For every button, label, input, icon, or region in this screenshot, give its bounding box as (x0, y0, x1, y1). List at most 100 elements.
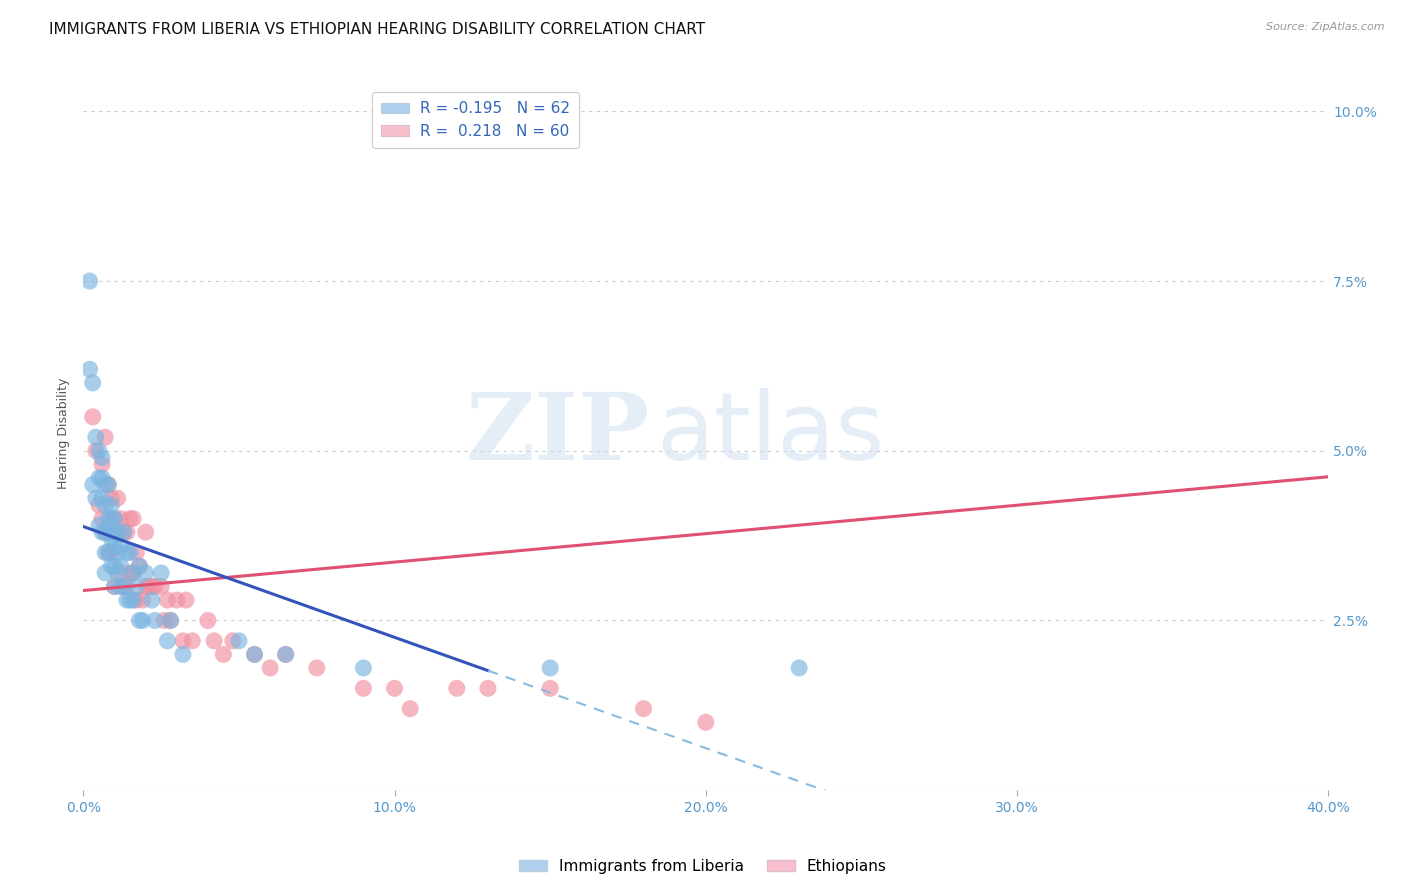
Point (103, 539, 125, 553)
Point (103, 559, 125, 574)
Point (135, 580, 157, 594)
Point (159, 614, 181, 628)
Text: Source: ZipAtlas.com: Source: ZipAtlas.com (1267, 22, 1385, 32)
Point (150, 580, 173, 594)
Point (135, 566, 157, 580)
Point (243, 648, 266, 662)
Point (112, 525, 135, 540)
Point (305, 661, 328, 675)
Point (97, 511, 120, 525)
Point (94, 525, 117, 540)
Legend: Immigrants from Liberia, Ethiopians: Immigrants from Liberia, Ethiopians (513, 853, 893, 880)
Point (166, 593, 188, 607)
Point (94, 430, 117, 444)
Point (79, 362, 101, 376)
Point (94, 525, 117, 540)
Point (172, 648, 194, 662)
Point (243, 648, 266, 662)
Point (112, 525, 135, 540)
Point (84, 443, 107, 458)
Point (94, 545, 117, 559)
Point (79, 274, 101, 288)
Point (538, 681, 561, 696)
Point (82, 409, 104, 424)
Point (172, 633, 194, 648)
Point (633, 701, 655, 715)
Point (94, 477, 117, 491)
Point (156, 593, 179, 607)
Point (107, 566, 129, 580)
Point (131, 614, 153, 628)
Point (120, 566, 142, 580)
Point (84, 491, 107, 506)
Point (122, 566, 145, 580)
Legend: R = -0.195   N = 62, R =  0.218   N = 60: R = -0.195 N = 62, R = 0.218 N = 60 (373, 92, 579, 148)
Point (97, 545, 120, 559)
Point (107, 491, 129, 506)
Point (125, 593, 148, 607)
Point (695, 715, 717, 730)
Point (110, 566, 132, 580)
Point (399, 701, 422, 715)
Point (159, 614, 181, 628)
Point (97, 477, 120, 491)
Point (143, 580, 166, 594)
Point (97, 525, 120, 540)
Point (115, 593, 138, 607)
Point (353, 681, 375, 696)
Point (103, 511, 125, 525)
Point (103, 580, 125, 594)
Point (100, 511, 122, 525)
Point (82, 477, 104, 491)
Point (100, 491, 122, 506)
Point (100, 532, 122, 546)
Point (120, 593, 142, 607)
Point (110, 539, 132, 553)
Point (122, 511, 145, 525)
Point (97, 545, 120, 559)
Point (120, 545, 142, 559)
Point (82, 376, 104, 390)
Point (353, 661, 375, 675)
Point (97, 477, 120, 491)
Point (91, 511, 114, 525)
Point (110, 511, 132, 525)
Point (174, 593, 197, 607)
Point (91, 458, 114, 472)
Point (787, 661, 810, 675)
Point (91, 450, 114, 465)
Point (120, 511, 142, 525)
Point (274, 648, 297, 662)
Text: ZIP: ZIP (465, 389, 650, 479)
Point (446, 681, 468, 696)
Point (138, 580, 160, 594)
Point (87, 443, 110, 458)
Point (181, 633, 204, 648)
Point (107, 525, 129, 540)
Point (91, 525, 114, 540)
Point (115, 545, 138, 559)
Point (110, 559, 132, 574)
Point (110, 580, 132, 594)
Point (115, 580, 138, 594)
Point (103, 511, 125, 525)
Text: atlas: atlas (657, 388, 884, 480)
Point (91, 471, 114, 485)
Point (135, 525, 157, 540)
Point (384, 681, 406, 696)
Point (100, 559, 122, 574)
Point (228, 633, 250, 648)
Point (538, 661, 561, 675)
Point (91, 491, 114, 506)
Point (222, 633, 245, 648)
Y-axis label: Hearing Disability: Hearing Disability (58, 378, 70, 490)
Point (103, 525, 125, 540)
Text: IMMIGRANTS FROM LIBERIA VS ETHIOPIAN HEARING DISABILITY CORRELATION CHART: IMMIGRANTS FROM LIBERIA VS ETHIOPIAN HEA… (49, 22, 706, 37)
Point (197, 614, 219, 628)
Point (100, 545, 122, 559)
Point (131, 593, 153, 607)
Point (125, 545, 148, 559)
Point (477, 681, 499, 696)
Point (107, 525, 129, 540)
Point (115, 525, 138, 540)
